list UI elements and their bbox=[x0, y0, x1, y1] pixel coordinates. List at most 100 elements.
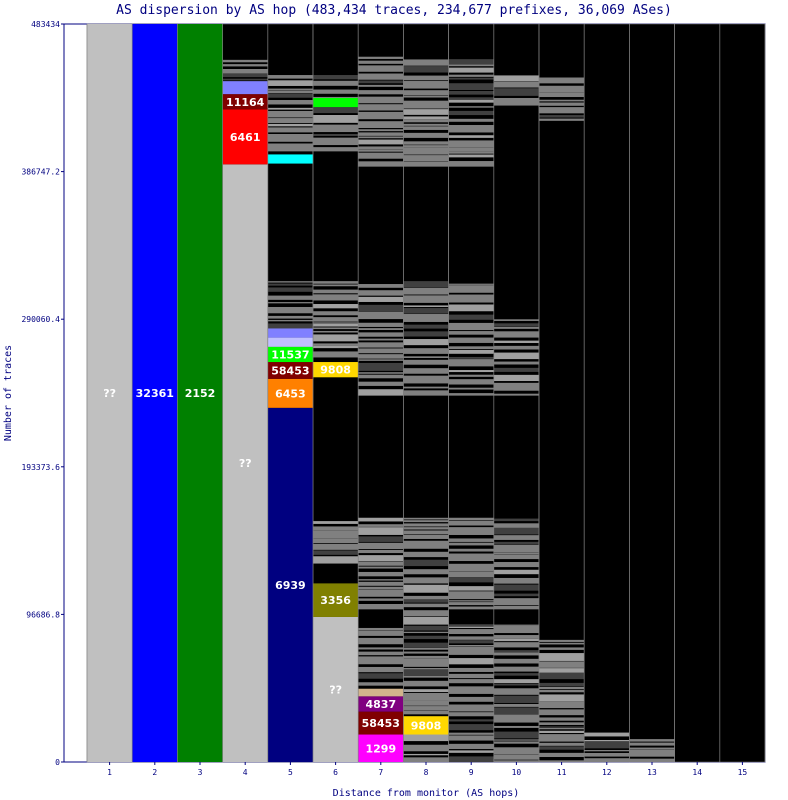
other-as-segment bbox=[448, 393, 494, 396]
other-as-segment bbox=[493, 393, 539, 396]
other-as-segment bbox=[358, 566, 404, 569]
other-as-segment bbox=[493, 598, 539, 606]
other-as-segment bbox=[493, 323, 539, 327]
other-as-segment bbox=[313, 137, 359, 146]
other-as-segment bbox=[539, 717, 585, 721]
other-as-segment bbox=[403, 386, 449, 389]
other-as-segment bbox=[358, 132, 404, 136]
x-tick-label: 15 bbox=[738, 768, 748, 777]
other-as-segment bbox=[539, 709, 585, 716]
other-as-segment bbox=[539, 99, 585, 102]
hop-column bbox=[719, 23, 766, 763]
as-segment bbox=[313, 616, 359, 762]
other-as-segment bbox=[358, 296, 404, 302]
other-as-segment bbox=[448, 732, 494, 735]
other-as-segment bbox=[358, 146, 404, 150]
other-as-segment bbox=[313, 107, 359, 114]
other-as-segment bbox=[358, 338, 404, 341]
other-as-segment bbox=[358, 129, 404, 132]
other-as-segment bbox=[403, 119, 449, 123]
other-as-segment bbox=[358, 149, 404, 152]
other-as-segment bbox=[403, 59, 449, 66]
other-as-segment bbox=[493, 747, 539, 755]
segment-label: 4837 bbox=[365, 698, 396, 711]
other-as-segment bbox=[313, 289, 359, 294]
other-as-segment bbox=[313, 334, 359, 342]
other-as-segment bbox=[403, 126, 449, 130]
other-as-segment bbox=[448, 636, 494, 640]
other-as-segment bbox=[448, 90, 494, 95]
other-as-segment bbox=[267, 107, 313, 110]
as-segment bbox=[358, 696, 404, 712]
hop-column bbox=[674, 23, 721, 763]
other-as-segment bbox=[448, 577, 494, 583]
segment-label: ?? bbox=[239, 457, 252, 470]
other-as-segment bbox=[539, 734, 585, 742]
other-as-segment bbox=[493, 374, 539, 382]
other-as-segment bbox=[629, 747, 675, 750]
other-as-segment bbox=[313, 327, 359, 330]
other-as-segment bbox=[448, 712, 494, 717]
other-as-segment bbox=[358, 673, 404, 679]
other-as-segment bbox=[448, 379, 494, 385]
other-as-segment bbox=[448, 517, 494, 521]
as-segment bbox=[358, 734, 404, 762]
as-segment bbox=[132, 24, 178, 762]
other-as-segment bbox=[493, 593, 539, 597]
other-as-segment bbox=[358, 381, 404, 386]
other-as-segment bbox=[403, 658, 449, 667]
other-as-segment bbox=[222, 69, 268, 74]
other-as-segment bbox=[493, 523, 539, 528]
segment-label: 3356 bbox=[320, 594, 351, 607]
x-tick-label: 3 bbox=[198, 768, 203, 777]
x-tick-label: 12 bbox=[602, 768, 612, 777]
other-as-segment bbox=[403, 359, 449, 365]
other-as-segment bbox=[539, 102, 585, 106]
as-segment bbox=[177, 24, 223, 762]
other-as-segment bbox=[358, 96, 404, 104]
other-as-segment bbox=[629, 742, 675, 746]
other-as-segment bbox=[403, 95, 449, 98]
other-as-segment bbox=[267, 75, 313, 79]
other-as-segment bbox=[448, 331, 494, 335]
other-as-segment bbox=[358, 332, 404, 337]
other-as-segment bbox=[403, 147, 449, 155]
other-as-segment bbox=[448, 645, 494, 647]
other-as-segment bbox=[267, 88, 313, 91]
other-as-segment bbox=[448, 346, 494, 350]
other-as-segment bbox=[313, 521, 359, 524]
other-as-segment bbox=[448, 140, 494, 148]
other-as-segment bbox=[493, 345, 539, 350]
y-tick-label: 193373.6 bbox=[21, 463, 60, 472]
other-as-segment bbox=[313, 311, 359, 316]
other-as-segment bbox=[358, 571, 404, 577]
x-tick-label: 13 bbox=[647, 768, 657, 777]
as-segment bbox=[313, 97, 359, 108]
other-as-segment bbox=[313, 343, 359, 346]
other-as-segment bbox=[539, 746, 585, 750]
other-as-segment bbox=[358, 630, 404, 636]
other-as-segment bbox=[403, 75, 449, 81]
other-as-segment bbox=[267, 90, 313, 94]
other-as-segment bbox=[493, 638, 539, 642]
other-as-segment bbox=[539, 92, 585, 98]
other-as-segment bbox=[403, 706, 449, 711]
segment-label: 2152 bbox=[185, 387, 216, 400]
other-as-segment bbox=[539, 726, 585, 728]
other-as-segment bbox=[403, 375, 449, 384]
other-as-segment bbox=[358, 651, 404, 656]
other-as-segment bbox=[403, 308, 449, 314]
other-as-segment bbox=[358, 80, 404, 84]
as-segment bbox=[222, 164, 268, 762]
other-as-segment bbox=[313, 304, 359, 309]
other-as-segment bbox=[448, 606, 494, 610]
other-as-segment bbox=[403, 753, 449, 756]
other-as-segment bbox=[267, 315, 313, 319]
other-as-segment bbox=[313, 538, 359, 544]
other-as-segment bbox=[448, 283, 494, 285]
other-as-segment bbox=[629, 749, 675, 757]
other-as-segment bbox=[448, 135, 494, 138]
other-as-segment bbox=[267, 323, 313, 331]
other-as-segment bbox=[448, 151, 494, 154]
